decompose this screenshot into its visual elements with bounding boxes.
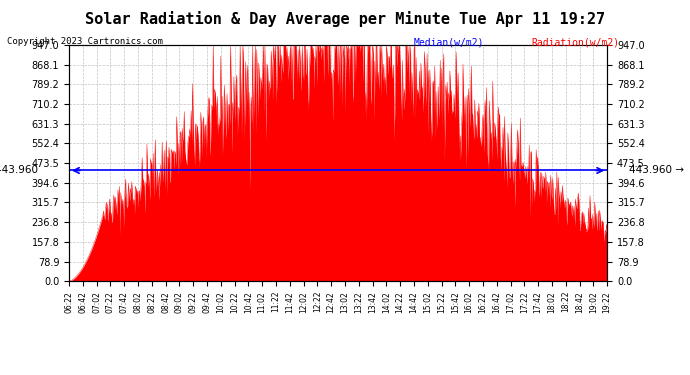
Text: Radiation(w/m2): Radiation(w/m2)	[531, 38, 620, 48]
Text: Copyright 2023 Cartronics.com: Copyright 2023 Cartronics.com	[7, 38, 163, 46]
Text: Median(w/m2): Median(w/m2)	[414, 38, 484, 48]
Text: 443.960 →: 443.960 →	[629, 165, 684, 176]
Text: Solar Radiation & Day Average per Minute Tue Apr 11 19:27: Solar Radiation & Day Average per Minute…	[85, 11, 605, 27]
Text: ← 443.960: ← 443.960	[0, 165, 38, 176]
